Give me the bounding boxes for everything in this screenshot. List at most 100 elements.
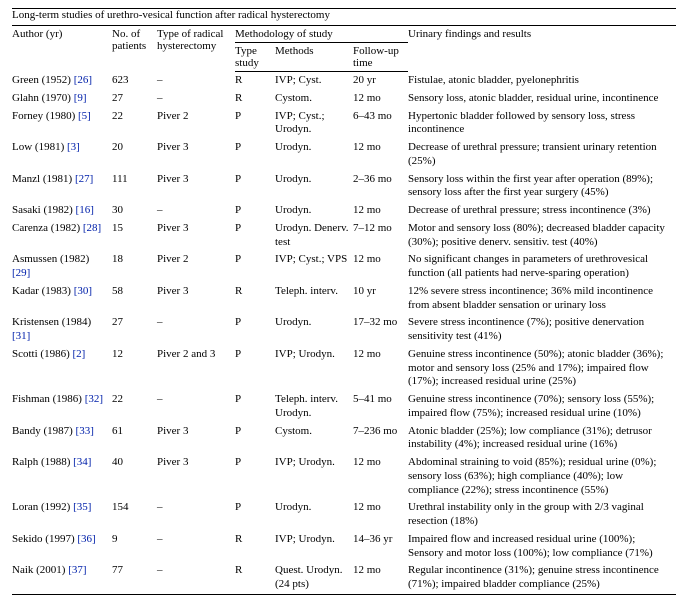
cell-type: Piver 3: [157, 220, 235, 252]
cell-type: –: [157, 90, 235, 108]
cell-type-study: P: [235, 220, 275, 252]
cell-findings: Genuine stress incontinence (70%); senso…: [408, 391, 676, 423]
cell-type-study: P: [235, 391, 275, 423]
cell-methods: Quest. Urodyn. (24 pts): [275, 562, 353, 594]
col-fu: Follow-up time: [353, 43, 408, 72]
cell-methods: IVP; Urodyn.: [275, 346, 353, 391]
cell-findings: Abdominal straining to void (85%); resid…: [408, 454, 676, 499]
cell-author: Low (1981) [3]: [12, 139, 112, 171]
cell-author: Kadar (1983) [30]: [12, 283, 112, 315]
cell-findings: Atonic bladder (25%); low compliance (31…: [408, 423, 676, 455]
cell-followup: 6–43 mo: [353, 108, 408, 140]
cell-type-study: P: [235, 314, 275, 346]
table-row: Glahn (1970) [9]27–RCystom.12 moSensory …: [12, 90, 676, 108]
reference-link[interactable]: [34]: [73, 456, 91, 468]
reference-link[interactable]: [2]: [73, 348, 86, 360]
reference-link[interactable]: [28]: [83, 222, 101, 234]
cell-followup: 12 mo: [353, 562, 408, 594]
cell-methods: Urodyn. Denerv. test: [275, 220, 353, 252]
reference-link[interactable]: [37]: [68, 564, 86, 576]
reference-link[interactable]: [16]: [76, 204, 94, 216]
cell-type: Piver 3: [157, 139, 235, 171]
cell-author: Asmussen (1982) [29]: [12, 251, 112, 283]
cell-type-study: P: [235, 499, 275, 531]
cell-type: –: [157, 531, 235, 563]
cell-author: Loran (1992) [35]: [12, 499, 112, 531]
reference-link[interactable]: [30]: [74, 285, 92, 297]
reference-link[interactable]: [32]: [85, 393, 103, 405]
cell-followup: 12 mo: [353, 251, 408, 283]
cell-type: Piver 3: [157, 454, 235, 499]
cell-npat: 30: [112, 202, 157, 220]
reference-link[interactable]: [36]: [77, 533, 95, 545]
cell-followup: 7–236 mo: [353, 423, 408, 455]
cell-followup: 12 mo: [353, 139, 408, 171]
cell-followup: 10 yr: [353, 283, 408, 315]
reference-link[interactable]: [29]: [12, 267, 30, 279]
cell-methods: Urodyn.: [275, 314, 353, 346]
cell-type: Piver 2: [157, 108, 235, 140]
cell-methods: IVP; Urodyn.: [275, 531, 353, 563]
table-row: Sasaki (1982) [16]30–PUrodyn.12 moDecrea…: [12, 202, 676, 220]
cell-type-study: P: [235, 202, 275, 220]
cell-npat: 77: [112, 562, 157, 594]
cell-findings: Urethral instability only in the group w…: [408, 499, 676, 531]
col-type: Type of radical hysterectomy: [157, 26, 235, 72]
cell-methods: IVP; Urodyn.: [275, 454, 353, 499]
cell-methods: IVP; Cyst.; Urodyn.: [275, 108, 353, 140]
reference-link[interactable]: [35]: [73, 501, 91, 513]
cell-findings: Fistulae, atonic bladder, pyelonephritis: [408, 72, 676, 90]
cell-methods: Urodyn.: [275, 202, 353, 220]
cell-findings: Genuine stress incontinence (50%); atoni…: [408, 346, 676, 391]
cell-author: Fishman (1986) [32]: [12, 391, 112, 423]
cell-methods: Urodyn.: [275, 171, 353, 203]
cell-type-study: R: [235, 531, 275, 563]
cell-type-study: P: [235, 346, 275, 391]
reference-link[interactable]: [3]: [67, 141, 80, 153]
cell-findings: Decrease of urethral pressure; stress in…: [408, 202, 676, 220]
cell-author: Green (1952) [26]: [12, 72, 112, 90]
cell-followup: 12 mo: [353, 346, 408, 391]
cell-npat: 40: [112, 454, 157, 499]
cell-followup: 12 mo: [353, 454, 408, 499]
cell-type: –: [157, 202, 235, 220]
cell-findings: Severe stress incontinence (7%); positiv…: [408, 314, 676, 346]
cell-author: Naik (2001) [37]: [12, 562, 112, 594]
cell-npat: 20: [112, 139, 157, 171]
cell-type-study: R: [235, 90, 275, 108]
col-type-study: Type study: [235, 43, 275, 72]
reference-link[interactable]: [33]: [76, 425, 94, 437]
cell-findings: Motor and sensory loss (80%); decreased …: [408, 220, 676, 252]
table-row: Scotti (1986) [2]12Piver 2 and 3PIVP; Ur…: [12, 346, 676, 391]
table-row: Manzl (1981) [27]111Piver 3PUrodyn.2–36 …: [12, 171, 676, 203]
cell-type: –: [157, 314, 235, 346]
cell-findings: Hypertonic bladder followed by sensory l…: [408, 108, 676, 140]
reference-link[interactable]: [26]: [74, 74, 92, 86]
cell-methods: IVP; Cyst.: [275, 72, 353, 90]
cell-followup: 5–41 mo: [353, 391, 408, 423]
cell-followup: 2–36 mo: [353, 171, 408, 203]
reference-link[interactable]: [5]: [78, 110, 91, 122]
cell-author: Glahn (1970) [9]: [12, 90, 112, 108]
cell-type-study: P: [235, 454, 275, 499]
cell-methods: Cystom.: [275, 90, 353, 108]
cell-type: Piver 2 and 3: [157, 346, 235, 391]
reference-link[interactable]: [9]: [74, 92, 87, 104]
table-row: Bandy (1987) [33]61Piver 3PCystom.7–236 …: [12, 423, 676, 455]
cell-findings: 12% severe stress incontinence; 36% mild…: [408, 283, 676, 315]
cell-type: –: [157, 562, 235, 594]
cell-type: Piver 2: [157, 251, 235, 283]
cell-author: Scotti (1986) [2]: [12, 346, 112, 391]
table-row: Loran (1992) [35]154–PUrodyn.12 moUrethr…: [12, 499, 676, 531]
cell-findings: Sensory loss, atonic bladder, residual u…: [408, 90, 676, 108]
cell-npat: 61: [112, 423, 157, 455]
cell-npat: 18: [112, 251, 157, 283]
cell-npat: 27: [112, 90, 157, 108]
table-row: Low (1981) [3]20Piver 3PUrodyn.12 moDecr…: [12, 139, 676, 171]
reference-link[interactable]: [27]: [75, 173, 93, 185]
cell-findings: Sensory loss within the first year after…: [408, 171, 676, 203]
cell-npat: 623: [112, 72, 157, 90]
cell-methods: IVP; Cyst.; VPS: [275, 251, 353, 283]
cell-npat: 58: [112, 283, 157, 315]
reference-link[interactable]: [31]: [12, 330, 30, 342]
